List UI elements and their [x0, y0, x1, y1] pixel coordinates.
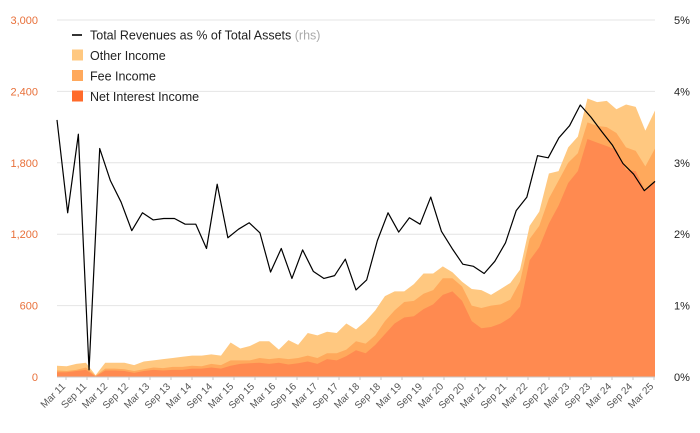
legend-label-text: Total Revenues as % of Total Assets: [90, 29, 291, 43]
legend-label: Fee Income: [90, 70, 156, 84]
y-left-tick-label: 3,000: [10, 15, 38, 27]
legend-label-text: Other Income: [90, 49, 166, 63]
y-left-tick-label: 1,200: [10, 229, 38, 241]
y-right-tick-label: 0%: [674, 372, 690, 384]
y-left-tick-label: 0: [32, 372, 38, 384]
area-layer: [57, 98, 655, 377]
legend-swatch: [72, 70, 83, 81]
y-right-tick-label: 3%: [674, 158, 690, 170]
legend-label-note: (rhs): [291, 29, 320, 43]
line-layer: [56, 104, 656, 371]
area-net-interest-income: [57, 139, 655, 377]
legend-label: Net Interest Income: [90, 90, 199, 104]
line-total-revenues-pct-assets: [56, 104, 656, 371]
legend-label-text: Net Interest Income: [90, 90, 199, 104]
y-left-tick-label: 600: [20, 301, 38, 313]
area-fee-income: [57, 122, 655, 377]
legend-label: Total Revenues as % of Total Assets (rhs…: [90, 29, 320, 43]
y-right-tick-label: 2%: [674, 229, 690, 241]
y-right-tick-label: 4%: [674, 86, 690, 98]
legend-label: Other Income: [90, 49, 166, 63]
y-left-tick-label: 1,800: [10, 158, 38, 170]
y-right-tick-label: 1%: [674, 301, 690, 313]
y-right-tick-label: 5%: [674, 15, 690, 27]
y-left-tick-label: 2,400: [10, 86, 38, 98]
legend-swatch: [72, 49, 83, 61]
legend-layer: Total Revenues as % of Total Assets (rhs…: [72, 29, 320, 104]
legend-label-text: Fee Income: [90, 70, 156, 84]
legend-swatch: [72, 90, 83, 102]
